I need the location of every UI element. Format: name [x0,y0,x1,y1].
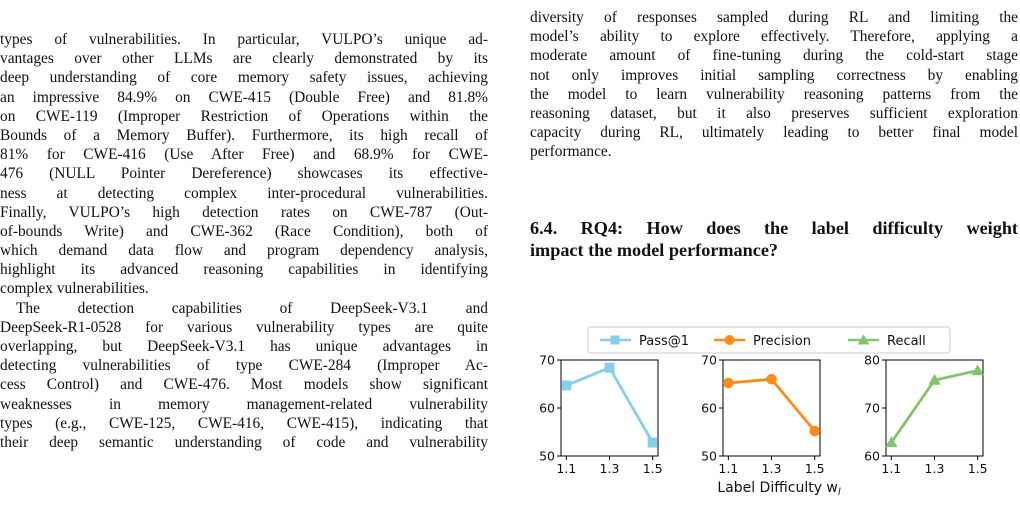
y-tick-label: 70 [701,353,717,368]
legend: Pass@1 Precision Recall [587,326,951,354]
data-point-circle [723,377,734,389]
x-tick-label: 1.3 [762,461,782,476]
text-line: reasoning dataset, but it also preserves… [530,104,1018,122]
text-line: model’s ability to explore effectively. … [530,28,1018,46]
legend-triangle-marker [857,334,870,345]
section-heading: 6.4. RQ4: How does the label difficulty … [530,217,1018,261]
text-line [0,0,488,30]
text-line: an impressive 84.9% on CWE-415 (Double F… [0,88,488,106]
text-line: cess Control) and CWE-476. Most models s… [0,376,488,394]
legend-item-precision: Precision [714,334,811,349]
x-tick-label: 1.5 [968,461,988,476]
y-tick-label: 70 [539,353,555,368]
series-line [565,366,654,444]
text-line: Finally, VULPO’s high detection rates on… [0,203,488,221]
x-tick-label: 1.5 [643,461,663,476]
plot-frame [560,359,659,457]
legend-item-recall: Recall [848,334,926,349]
y-tick-label: 60 [864,449,880,464]
data-point-circle [809,425,820,437]
text-line: vantages over other LLMs are clearly dem… [0,50,488,68]
legend-item-pass1: Pass@1 [600,334,689,349]
text-line: which demand data flow and program depen… [0,242,488,260]
text-line: 476 (NULL Pointer Dereference) showcases… [0,165,488,183]
text-line: overlapping, but DeepSeek-V3.1 has uniqu… [0,338,488,355]
text-line: not only improves initial sampling corre… [530,66,1018,84]
text-line: capacity during RL, ultimately leading t… [530,124,1018,142]
data-point-triangle [928,374,941,385]
text-line: detecting vulnerabilities of type CWE-28… [0,357,488,375]
x-axis-label: Label Difficulty wl [717,480,841,498]
data-point-circle [766,373,777,385]
heading-line: impact the model performance? [530,240,778,260]
y-tick-label: 50 [701,449,717,464]
heading-line: 6.4. RQ4: How does the label difficulty … [530,218,1018,238]
text-line: their deep semantic understanding of cod… [0,433,488,451]
legend-circle-marker [724,335,735,345]
text-line: types (e.g., CWE-125, CWE-416, CWE-415),… [0,414,488,432]
y-tick-label: 60 [539,401,555,416]
right-text-column: diversity of responses sampled during RL… [530,0,1018,162]
text-line: diversity of responses sampled during RL… [530,9,1018,26]
text-line: weaknesses in memory management-related … [0,395,488,413]
legend-label: Pass@1 [639,334,689,349]
legend-label: Recall [887,334,926,349]
x-tick-label: 1.3 [600,461,620,476]
x-tick-label: 1.1 [718,461,738,476]
text-line: of-bounds Write) and CWE-362 (Race Condi… [0,222,488,240]
text-line: 81% for CWE-416 (Use After Free) and 68.… [0,146,488,164]
left-text-column: types of vulnerabilities. In particular,… [0,0,488,452]
data-point-square [604,362,615,373]
y-tick-label: 60 [701,401,717,416]
text-line: the model to learn vulnerability reasoni… [530,85,1018,103]
chart-panel: 50 60 70 1.1 1.3 1.5 [539,353,663,477]
x-tick-label: 1.3 [925,461,945,476]
text-line: performance. [530,143,612,161]
y-tick-label: 80 [864,353,880,368]
text-line: deep understanding of core memory safety… [0,69,488,87]
text-line: DeepSeek-R1-0528 for various vulnerabili… [0,318,488,336]
legend-square-marker [610,335,620,345]
data-point-square [561,380,572,391]
legend-box [587,326,951,354]
text-line: moderate amount of fine-tuning during th… [530,47,1018,65]
text-line: types of vulnerabilities. In particular,… [0,31,488,48]
x-tick-label: 1.1 [881,461,901,476]
data-point-triangle [971,364,984,376]
data-point-square [647,437,658,448]
data-point-triangle [885,436,898,448]
text-line [530,0,1018,8]
chart-panel: 50 60 70 1.1 1.3 1.5 [701,353,825,477]
legend-label: Precision [753,334,811,349]
y-tick-label: 50 [539,449,555,464]
chart-panel: 60 70 80 1.1 1.3 1.5 [864,353,988,477]
series-line [728,377,816,432]
text-line: The detection capabilities of DeepSeek-V… [16,299,488,317]
text-line: highlight its advanced reasoning capabil… [0,261,488,279]
text-line: ness at detecting complex inter-procedur… [0,184,488,202]
text-line: complex vulnerabilities. [0,280,149,298]
y-tick-label: 70 [864,401,880,416]
text-line: Bounds of a Memory Buffer). Furthermore,… [0,126,488,144]
x-tick-label: 1.5 [805,461,825,476]
x-tick-label: 1.1 [556,461,576,476]
text-line: on CWE-119 (Improper Restriction of Oper… [0,107,488,125]
